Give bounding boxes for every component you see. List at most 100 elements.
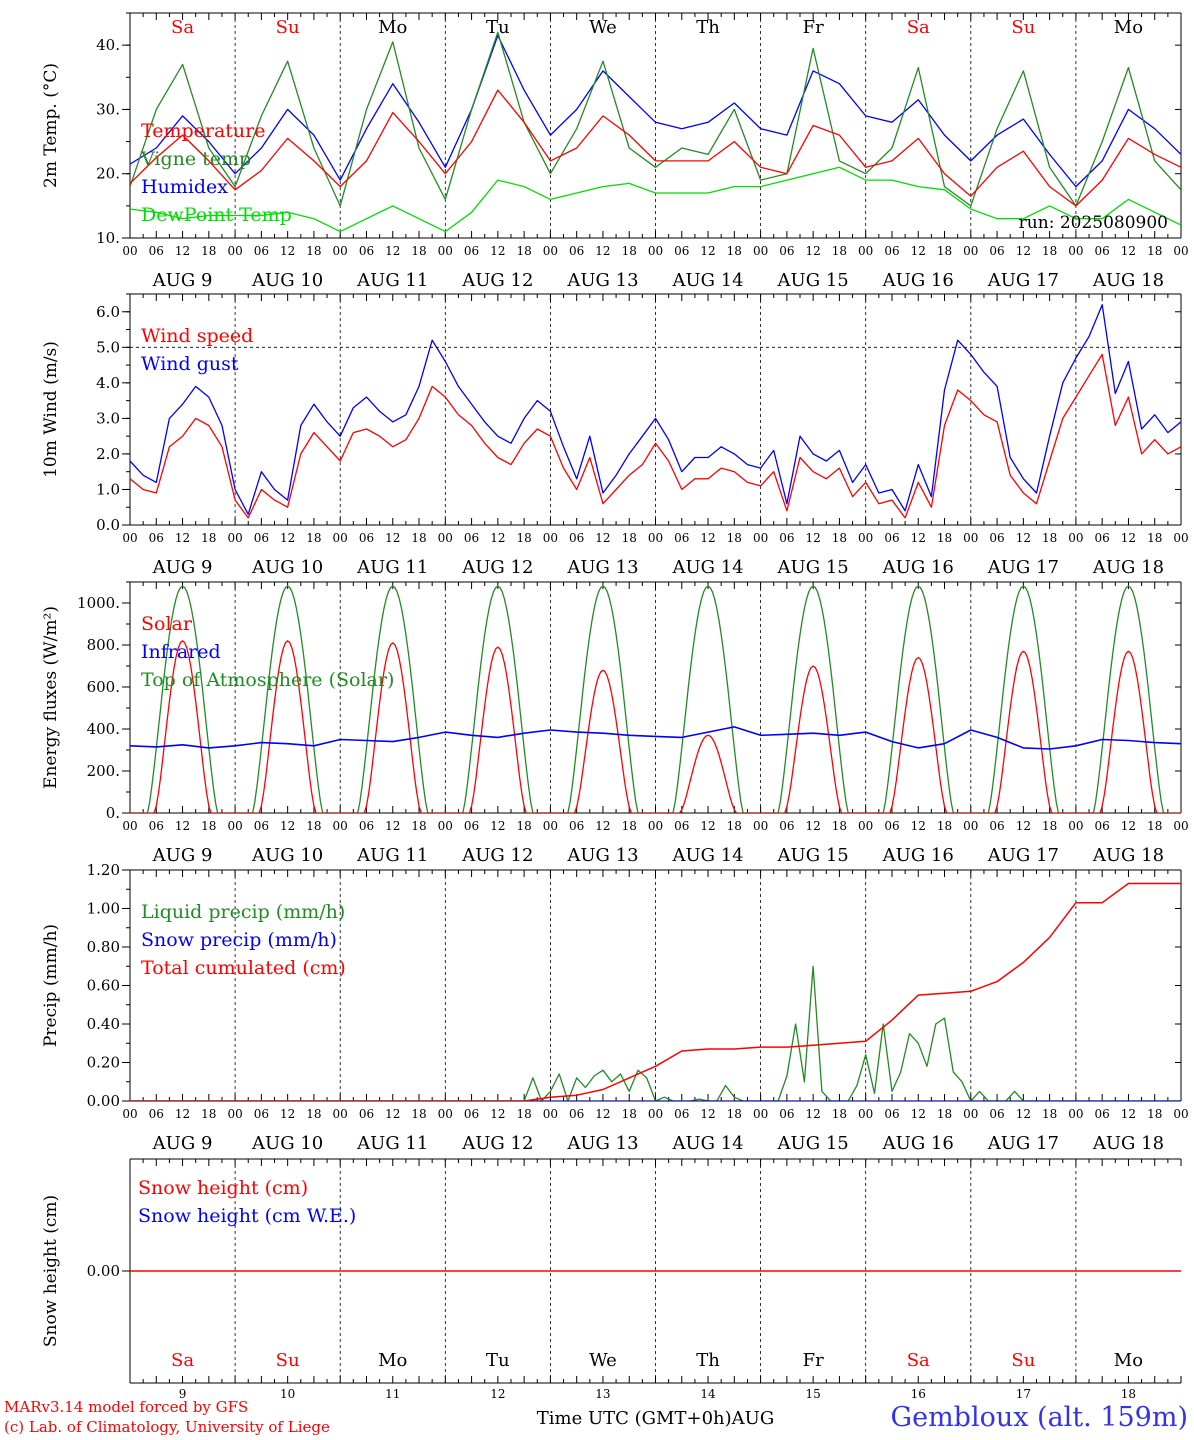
hour-tick-label: 12 xyxy=(595,819,610,833)
hour-tick-label: 00 xyxy=(753,819,768,833)
hour-tick-label: 18 xyxy=(201,244,216,258)
day-number-label: 14 xyxy=(700,1387,716,1401)
day-number-label: 18 xyxy=(1121,1387,1136,1401)
weekday-label: Sa xyxy=(171,1350,194,1371)
hour-tick-label: 12 xyxy=(1121,531,1136,545)
y-axis-label: Precip (mm/h) xyxy=(41,924,61,1047)
date-label: AUG 14 xyxy=(671,845,743,866)
solar-line xyxy=(130,640,1181,813)
y-tick-label: 4.0 xyxy=(96,374,120,392)
date-label: AUG 11 xyxy=(356,557,428,578)
hour-tick-label: 18 xyxy=(937,244,952,258)
hour-tick-label: 00 xyxy=(543,819,558,833)
hour-tick-label: 00 xyxy=(858,531,873,545)
hour-tick-label: 12 xyxy=(1016,531,1031,545)
hour-tick-label: 18 xyxy=(306,531,321,545)
hour-tick-label: 18 xyxy=(306,244,321,258)
y-tick-label: 0.80 xyxy=(87,938,120,956)
credit-line: (c) Lab. of Climatology, University of L… xyxy=(4,1418,330,1436)
date-label: AUG 16 xyxy=(882,845,954,866)
hour-tick-label: 00 xyxy=(1068,531,1083,545)
hour-tick-label: 06 xyxy=(359,1107,374,1121)
hour-tick-label: 06 xyxy=(149,1107,164,1121)
weekday-label: Fr xyxy=(803,1350,824,1371)
date-label: AUG 16 xyxy=(882,270,954,291)
y-axis-label: Energy fluxes (W/m²) xyxy=(41,606,61,789)
hour-tick-label: 00 xyxy=(963,531,978,545)
hour-tick-label: 18 xyxy=(1042,1107,1057,1121)
weekday-label: Tu xyxy=(486,1350,510,1371)
hour-tick-label: 00 xyxy=(438,819,453,833)
day-number-label: 11 xyxy=(385,1387,400,1401)
hour-tick-label: 12 xyxy=(911,1107,926,1121)
hour-tick-label: 06 xyxy=(674,244,689,258)
hour-tick-label: 06 xyxy=(464,819,479,833)
hour-tick-label: 12 xyxy=(1121,1107,1136,1121)
legend-entry: Snow precip (mm/h) xyxy=(141,929,337,951)
date-label: AUG 17 xyxy=(987,1133,1059,1154)
hour-tick-label: 00 xyxy=(1173,1107,1188,1121)
y-tick-label: 5.0 xyxy=(96,338,120,356)
day-number-label: 10 xyxy=(280,1387,295,1401)
date-label: AUG 14 xyxy=(671,270,743,291)
date-label: AUG 9 xyxy=(152,270,213,291)
hour-tick-label: 06 xyxy=(254,819,269,833)
date-label: AUG 9 xyxy=(152,1133,213,1154)
hour-tick-label: 18 xyxy=(832,1107,847,1121)
x-axis-label: Time UTC (GMT+0h)AUG xyxy=(537,1408,774,1429)
weekday-label: Tu xyxy=(486,17,510,38)
hour-tick-label: 12 xyxy=(700,819,715,833)
hour-tick-label: 00 xyxy=(227,819,242,833)
date-label: AUG 16 xyxy=(882,1133,954,1154)
hour-tick-label: 18 xyxy=(727,819,742,833)
hour-tick-label: 12 xyxy=(175,1107,190,1121)
hour-tick-label: 06 xyxy=(989,244,1004,258)
hour-tick-label: 06 xyxy=(1095,819,1110,833)
hour-tick-label: 06 xyxy=(779,531,794,545)
legend-entry: Total cumulated (cm) xyxy=(141,957,346,979)
hour-tick-label: 00 xyxy=(858,244,873,258)
hour-tick-label: 06 xyxy=(149,819,164,833)
hour-tick-label: 12 xyxy=(700,1107,715,1121)
date-label: AUG 13 xyxy=(566,557,638,578)
hour-tick-label: 18 xyxy=(622,819,637,833)
hour-tick-label: 18 xyxy=(516,531,531,545)
hour-tick-label: 18 xyxy=(201,1107,216,1121)
weekday-label: Th xyxy=(696,17,720,38)
day-number-label: 12 xyxy=(490,1387,505,1401)
hour-tick-label: 06 xyxy=(149,244,164,258)
hour-tick-label: 18 xyxy=(1147,819,1162,833)
date-label: AUG 12 xyxy=(461,845,533,866)
weekday-label: Sa xyxy=(171,17,194,38)
y-tick-label: 800. xyxy=(87,636,120,654)
hour-tick-label: 18 xyxy=(727,531,742,545)
hour-tick-label: 18 xyxy=(516,1107,531,1121)
hour-tick-label: 12 xyxy=(280,244,295,258)
y-tick-label: 200. xyxy=(87,762,120,780)
hour-tick-label: 12 xyxy=(1016,819,1031,833)
hour-tick-label: 06 xyxy=(569,531,584,545)
day-number-label: 15 xyxy=(806,1387,821,1401)
y-tick-label: 0. xyxy=(106,804,120,822)
hour-tick-label: 18 xyxy=(201,819,216,833)
series-group xyxy=(130,31,1181,233)
hour-tick-label: 06 xyxy=(674,531,689,545)
hour-tick-label: 18 xyxy=(516,244,531,258)
hour-tick-label: 06 xyxy=(149,531,164,545)
cumulated-precip-line xyxy=(130,882,1181,1101)
weekday-label: Su xyxy=(276,1350,300,1371)
hour-tick-label: 00 xyxy=(1173,819,1188,833)
hour-tick-label: 00 xyxy=(648,819,663,833)
hour-tick-label: 12 xyxy=(595,1107,610,1121)
hour-tick-label: 12 xyxy=(1121,819,1136,833)
hour-tick-label: 00 xyxy=(1173,244,1188,258)
hour-tick-label: 18 xyxy=(937,1107,952,1121)
hour-tick-label: 06 xyxy=(674,1107,689,1121)
y-tick-label: 40. xyxy=(96,36,120,54)
date-label: AUG 13 xyxy=(566,845,638,866)
date-label: AUG 10 xyxy=(251,270,323,291)
y-tick-label: 1.0 xyxy=(96,480,120,498)
y-tick-label: 0.0 xyxy=(96,516,120,534)
hour-tick-label: 06 xyxy=(254,531,269,545)
